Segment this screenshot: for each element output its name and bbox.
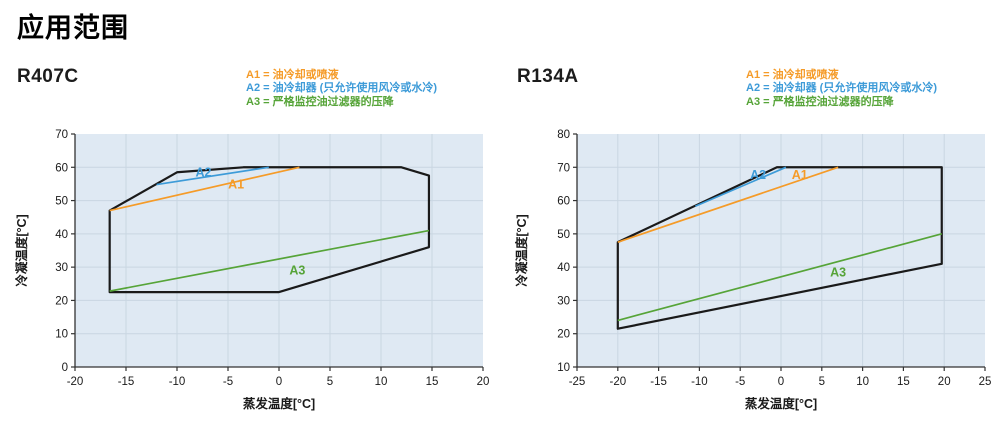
svg-text:25: 25 — [979, 376, 992, 388]
svg-text:A3: A3 — [830, 266, 846, 280]
page-title: 应用范围 — [17, 13, 129, 43]
svg-text:70: 70 — [55, 129, 68, 141]
legend-r407c: A1 = 油冷却或喷液 A2 = 油冷却器 (只允许使用风冷或水冷) A3 = … — [246, 69, 437, 109]
legend-item-a2: A2 = 油冷却器 (只允许使用风冷或水冷) — [246, 82, 437, 95]
svg-text:蒸发温度[°C]: 蒸发温度[°C] — [745, 396, 817, 411]
svg-text:-5: -5 — [223, 376, 233, 388]
svg-text:50: 50 — [55, 196, 68, 208]
svg-text:20: 20 — [55, 295, 68, 307]
svg-text:冷凝温度[°C]: 冷凝温度[°C] — [514, 214, 529, 286]
legend-item-a2: A2 = 油冷却器 (只允许使用风冷或水冷) — [746, 82, 937, 95]
svg-text:80: 80 — [557, 129, 570, 141]
chart-title-r134a: R134A — [517, 66, 579, 87]
svg-text:-20: -20 — [609, 376, 626, 388]
legend-r134a: A1 = 油冷却或喷液 A2 = 油冷却器 (只允许使用风冷或水冷) A3 = … — [746, 69, 937, 109]
svg-text:40: 40 — [55, 229, 68, 241]
svg-text:冷凝温度[°C]: 冷凝温度[°C] — [14, 214, 29, 286]
svg-text:15: 15 — [426, 376, 439, 388]
svg-text:-5: -5 — [735, 376, 745, 388]
svg-text:20: 20 — [477, 376, 490, 388]
svg-text:50: 50 — [557, 229, 570, 241]
svg-text:30: 30 — [55, 262, 68, 274]
svg-text:10: 10 — [557, 362, 570, 374]
svg-text:40: 40 — [557, 262, 570, 274]
svg-text:A2: A2 — [750, 168, 766, 182]
svg-text:0: 0 — [778, 376, 784, 388]
chart-title-r407c: R407C — [17, 66, 79, 87]
legend-item-a3: A3 = 严格监控油过滤器的压降 — [746, 95, 894, 108]
svg-text:60: 60 — [557, 196, 570, 208]
svg-text:5: 5 — [327, 376, 333, 388]
legend-item-a1: A1 = 油冷却或喷液 — [746, 69, 839, 81]
svg-text:0: 0 — [276, 376, 282, 388]
svg-text:30: 30 — [557, 295, 570, 307]
svg-text:-25: -25 — [569, 376, 586, 388]
svg-text:10: 10 — [55, 329, 68, 341]
chart-svg-r134a: -25 -20 -15 -10 -5 0 5 10 15 20 25 10 20 30 40 50 60 70 80… — [514, 129, 992, 411]
svg-text:A3: A3 — [289, 263, 305, 277]
svg-text:0: 0 — [62, 362, 68, 374]
chart-block-r134a: R134A A1 = 油冷却或喷液 A2 = 油冷却器 (只允许使用风冷或水冷)… — [500, 0, 1000, 441]
svg-text:A1: A1 — [228, 177, 244, 191]
chart-svg-r407c: -20 -15 -10 -5 0 5 10 15 20 0 10 20 30 40 50 60 70 A1 A2 A3… — [14, 129, 490, 411]
svg-text:10: 10 — [375, 376, 388, 388]
svg-text:蒸发温度[°C]: 蒸发温度[°C] — [243, 396, 315, 411]
legend-item-a3: A3 = 严格监控油过滤器的压降 — [246, 95, 394, 108]
svg-text:A1: A1 — [792, 168, 808, 182]
chart-block-r407c: R407C A1 = 油冷却或喷液 A2 = 油冷却器 (只允许使用风冷或水冷)… — [14, 66, 490, 411]
svg-text:60: 60 — [55, 162, 68, 174]
svg-text:-10: -10 — [691, 376, 708, 388]
svg-text:5: 5 — [819, 376, 825, 388]
svg-text:-20: -20 — [67, 376, 84, 388]
svg-text:-10: -10 — [169, 376, 186, 388]
legend-item-a1: A1 = 油冷却或喷液 — [246, 69, 339, 81]
svg-text:-15: -15 — [118, 376, 135, 388]
svg-text:20: 20 — [557, 329, 570, 341]
svg-text:15: 15 — [897, 376, 910, 388]
svg-text:A2: A2 — [196, 165, 212, 179]
svg-text:10: 10 — [856, 376, 869, 388]
svg-text:70: 70 — [557, 162, 570, 174]
svg-text:-15: -15 — [650, 376, 667, 388]
svg-text:20: 20 — [938, 376, 951, 388]
